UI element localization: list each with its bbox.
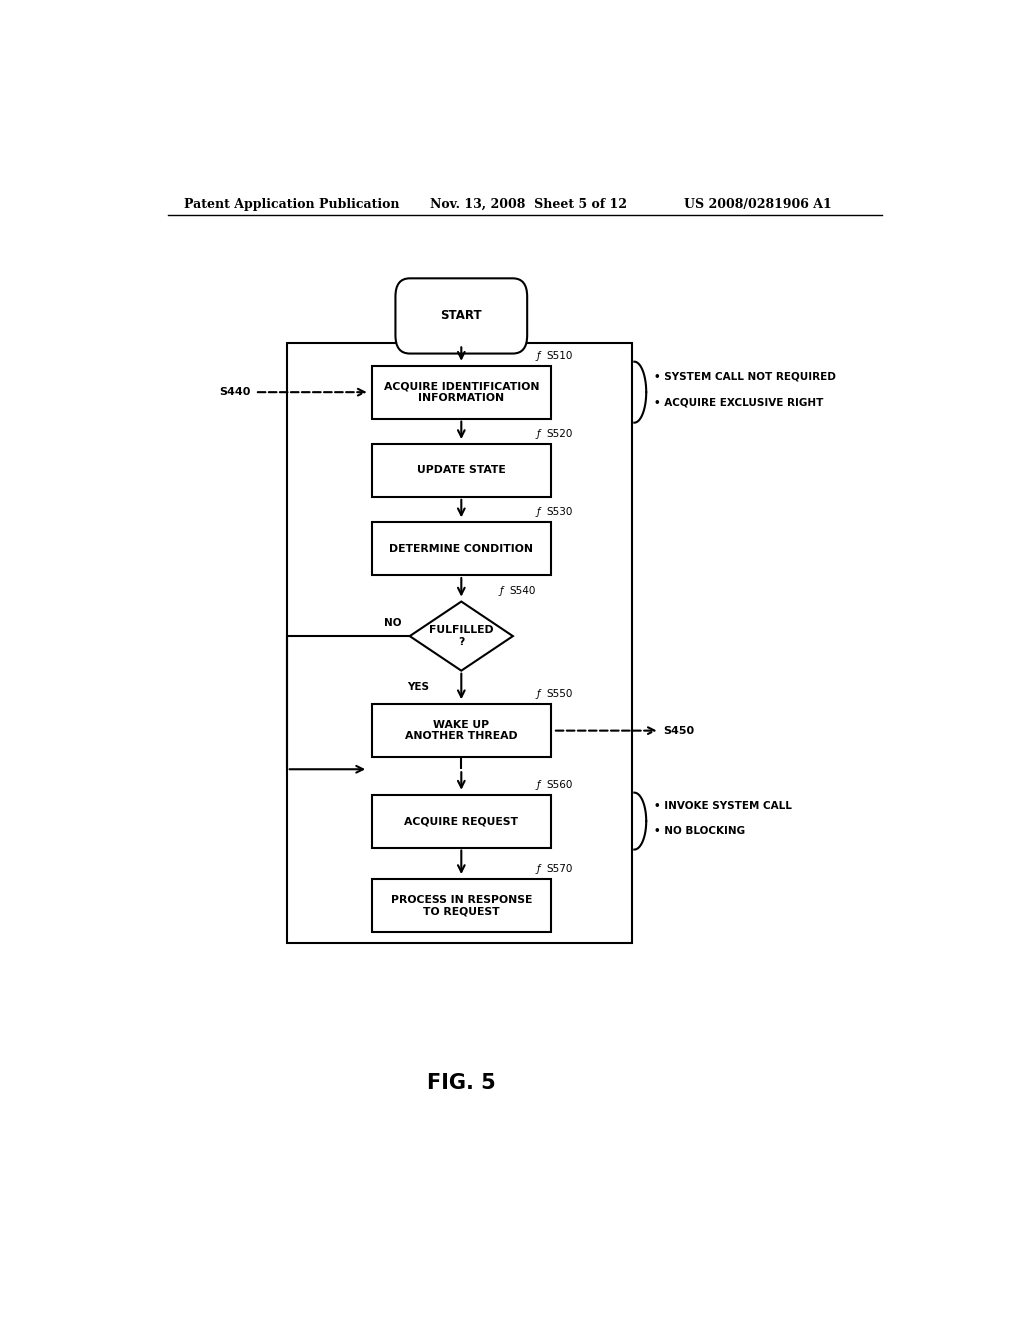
Text: S530: S530 <box>547 507 573 517</box>
FancyBboxPatch shape <box>372 704 551 758</box>
FancyBboxPatch shape <box>372 366 551 418</box>
Text: UPDATE STATE: UPDATE STATE <box>417 466 506 475</box>
Text: NO: NO <box>384 618 401 628</box>
Text: ƒ: ƒ <box>537 507 541 517</box>
Text: ACQUIRE REQUEST: ACQUIRE REQUEST <box>404 816 518 826</box>
Text: WAKE UP
ANOTHER THREAD: WAKE UP ANOTHER THREAD <box>406 719 517 742</box>
Text: ƒ: ƒ <box>537 351 541 360</box>
Text: ƒ: ƒ <box>500 586 503 597</box>
Text: FULFILLED
?: FULFILLED ? <box>429 626 494 647</box>
Text: S560: S560 <box>547 780 573 789</box>
Polygon shape <box>410 602 513 671</box>
Text: S550: S550 <box>547 689 573 700</box>
FancyBboxPatch shape <box>395 279 527 354</box>
Text: Patent Application Publication: Patent Application Publication <box>183 198 399 211</box>
Text: DETERMINE CONDITION: DETERMINE CONDITION <box>389 544 534 553</box>
Text: • INVOKE SYSTEM CALL: • INVOKE SYSTEM CALL <box>654 801 792 810</box>
Text: ƒ: ƒ <box>537 429 541 440</box>
Bar <box>287 343 632 942</box>
FancyBboxPatch shape <box>372 879 551 932</box>
Text: PROCESS IN RESPONSE
TO REQUEST: PROCESS IN RESPONSE TO REQUEST <box>390 895 532 916</box>
Text: S540: S540 <box>509 586 536 597</box>
Text: START: START <box>440 309 482 322</box>
Text: S440: S440 <box>219 387 251 397</box>
Text: • ACQUIRE EXCLUSIVE RIGHT: • ACQUIRE EXCLUSIVE RIGHT <box>654 397 823 408</box>
Text: S450: S450 <box>664 726 695 735</box>
Text: YES: YES <box>407 682 429 693</box>
FancyBboxPatch shape <box>372 795 551 847</box>
Text: S570: S570 <box>547 865 573 874</box>
FancyBboxPatch shape <box>372 444 551 496</box>
Text: • SYSTEM CALL NOT REQUIRED: • SYSTEM CALL NOT REQUIRED <box>654 372 836 381</box>
Text: S520: S520 <box>547 429 573 440</box>
Text: FIG. 5: FIG. 5 <box>427 1073 496 1093</box>
Text: S510: S510 <box>547 351 573 360</box>
Text: Nov. 13, 2008  Sheet 5 of 12: Nov. 13, 2008 Sheet 5 of 12 <box>430 198 627 211</box>
Text: ƒ: ƒ <box>537 689 541 700</box>
Text: ACQUIRE IDENTIFICATION
INFORMATION: ACQUIRE IDENTIFICATION INFORMATION <box>384 381 539 403</box>
Text: ƒ: ƒ <box>537 865 541 874</box>
Text: US 2008/0281906 A1: US 2008/0281906 A1 <box>684 198 831 211</box>
Text: • NO BLOCKING: • NO BLOCKING <box>654 826 745 837</box>
FancyBboxPatch shape <box>372 523 551 576</box>
Text: ƒ: ƒ <box>537 780 541 789</box>
